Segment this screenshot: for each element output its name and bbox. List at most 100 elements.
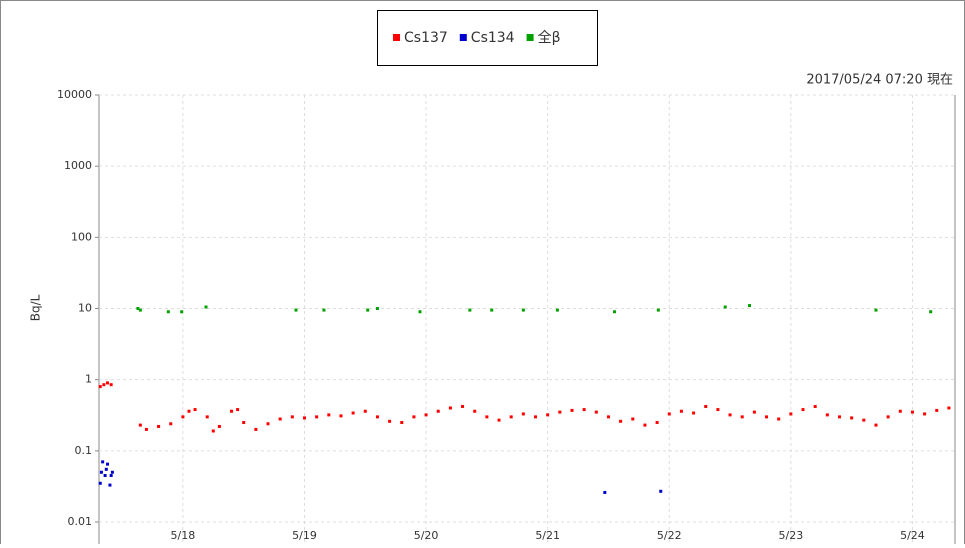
y-axis-label: Bq/L [29,294,43,321]
point [619,419,623,423]
y-tick-label: 1 [85,373,92,386]
point [98,385,102,389]
legend-label: 全β [538,29,561,46]
point [322,308,326,312]
point [631,417,635,421]
point [110,470,114,474]
point [606,415,610,419]
point [236,408,240,412]
point [436,409,440,413]
point [558,410,562,414]
point [468,308,472,312]
point [205,415,209,419]
point [765,415,769,419]
point [473,409,477,413]
y-tick-label: 100 [71,230,92,243]
point [490,308,494,312]
y-tick-label: 0.01 [68,515,93,528]
point [193,408,197,412]
point [748,304,752,308]
point [728,413,732,417]
point [138,423,142,427]
point [351,411,355,415]
point [290,415,294,419]
legend-box [377,10,598,66]
point [555,308,559,312]
point [497,418,501,422]
timestamp: 2017/05/24 07:20 現在 [806,73,953,88]
point [716,408,720,412]
point [886,415,890,419]
point [692,411,696,415]
point [103,474,107,478]
point [521,412,525,416]
point [898,409,902,413]
point [242,421,246,425]
point [187,409,191,413]
point [461,404,465,408]
point [278,417,282,421]
point [294,308,298,312]
x-tick-label: 5/23 [779,529,804,542]
legend-label: Cs134 [471,30,515,46]
point [375,415,379,419]
point [180,310,184,314]
point [521,308,525,312]
point [594,410,598,414]
point [254,427,258,431]
point [412,415,416,419]
point [546,413,550,417]
x-tick-label: 5/24 [900,529,925,542]
point [366,308,370,312]
point [534,415,538,419]
point [157,424,161,428]
point [485,415,489,419]
point [813,404,817,408]
point [582,408,586,412]
x-tick-label: 5/22 [657,529,682,542]
point [400,421,404,425]
point [874,308,878,312]
point [643,423,647,427]
point [144,427,148,431]
point [740,415,744,419]
point [679,409,683,413]
point [217,424,221,428]
point [825,413,829,417]
point [659,489,663,493]
point [327,413,331,417]
point [418,310,422,314]
point [102,383,106,387]
point [166,310,170,314]
x-tick-label: 5/21 [535,529,560,542]
point [603,490,607,494]
point [204,305,208,309]
point [509,415,513,419]
legend-swatch [393,34,400,41]
point [98,481,102,485]
point [667,412,671,416]
point [570,408,574,412]
point [363,409,367,413]
point [850,416,854,420]
point [108,483,112,487]
x-tick-label: 5/18 [171,529,196,542]
point [230,409,234,413]
point [613,310,617,314]
point [837,415,841,419]
x-tick-label: 5/19 [292,529,317,542]
point [789,412,793,416]
legend-swatch [526,34,534,41]
y-tick-label: 10 [78,302,92,315]
point [181,415,185,419]
legend-swatch [459,34,467,41]
point [947,406,951,410]
y-tick-label: 10000 [57,88,92,101]
point [315,415,319,419]
point [136,307,140,310]
point [935,408,939,412]
point [211,429,215,433]
point [106,381,110,385]
point [106,462,110,466]
